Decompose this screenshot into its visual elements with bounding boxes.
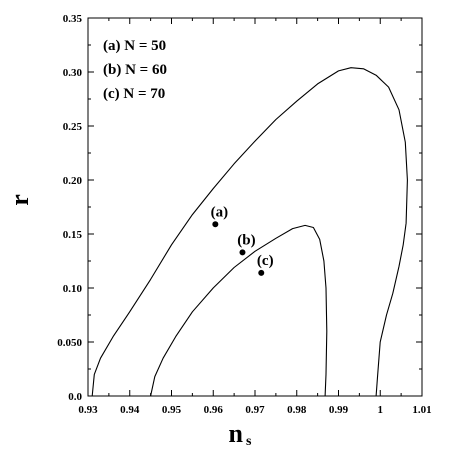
y-tick-label: 0.050 [57,337,82,349]
legend: (a) N = 50 (b) N = 60 (c) N = 70 [103,38,167,102]
x-axis-title-subscript: s [246,434,252,449]
data-point-label: (c) [257,253,274,269]
x-tick-label: 0.96 [204,404,224,416]
x-tick-label: 1 [378,404,384,416]
y-tick-label: 0.35 [63,13,83,25]
data-point-label: (b) [237,232,255,248]
y-tick-label: 0.25 [63,121,83,133]
y-tick-label: 0.10 [63,283,83,295]
y-tick-label: 0.30 [63,67,83,79]
y-axis-title: r [5,194,34,206]
tick-group: 0.93 0.94 0.95 0.96 0.97 0.98 0.99 1 1.01 0.0 0.05… [57,13,431,416]
marker-group: (a) (b)(c) [211,204,274,276]
data-point [212,221,219,228]
legend-entry-a: (a) N = 50 [103,38,166,54]
inner-contour [150,224,328,397]
data-point [239,249,246,256]
x-tick-label: 0.97 [245,404,265,416]
x-tick-label: 0.99 [329,404,349,416]
data-point [258,269,265,276]
x-tick-label: 0.98 [287,404,307,416]
contour-group [91,67,408,397]
x-axis-title-main: n [229,419,244,448]
x-tick-label: 0.93 [78,404,98,416]
x-tick-label: 0.94 [120,404,140,416]
x-tick-label: 1.01 [412,404,431,416]
legend-entry-b: (b) N = 60 [103,62,167,78]
x-tick-label: 0.95 [162,404,182,416]
legend-entry-c: (c) N = 70 [103,86,165,102]
data-point-label: (a) [211,204,229,220]
y-tick-label: 0.15 [63,229,83,241]
outer-contour [91,67,408,397]
y-tick-label: 0.0 [68,391,82,403]
y-tick-label: 0.20 [63,175,83,187]
